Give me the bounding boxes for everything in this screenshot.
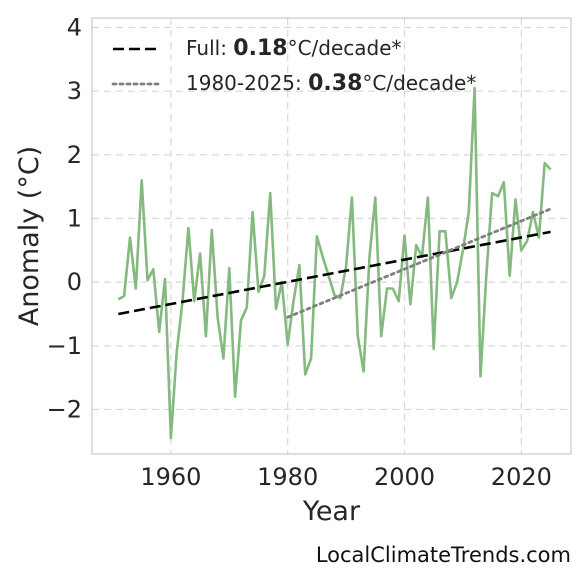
x-tick-label: 1980 [257, 463, 318, 491]
x-tick-label: 2020 [491, 463, 552, 491]
y-tick-label: 1 [67, 204, 82, 232]
legend: Full: 0.18°C/decade*1980-2025: 0.38°C/de… [111, 36, 476, 96]
source-credit[interactable]: LocalClimateTrends.com [315, 543, 571, 567]
y-tick-label: 3 [67, 77, 82, 105]
anomaly-series-line [117, 86, 552, 440]
legend-rate-value: 0.18 [233, 36, 287, 61]
legend-unit: °C/decade* [288, 36, 402, 60]
legend-entry-text: 1980-2025: 0.38°C/decade* [186, 71, 476, 96]
y-tick-label: 2 [67, 141, 82, 169]
x-tick-label: 2000 [374, 463, 435, 491]
full-trend-line [118, 230, 551, 316]
x-axis-title: Year [302, 496, 361, 527]
plot-frame [91, 17, 572, 455]
legend-prefix: 1980-2025: [186, 71, 308, 95]
recent-trend-line [286, 207, 552, 319]
legend-prefix: Full: [186, 36, 233, 60]
y-axis-title: Anomaly (°C) [14, 146, 45, 326]
legend-rate-value: 0.38 [308, 71, 362, 96]
legend-unit: °C/decade* [362, 71, 476, 95]
y-tick-label: −1 [47, 332, 82, 360]
y-tick-label: 4 [67, 14, 82, 42]
legend-entry-text: Full: 0.18°C/decade* [186, 36, 402, 61]
y-tick-label: −2 [47, 395, 82, 423]
y-tick-label: 0 [67, 268, 82, 296]
x-tick-label: 1960 [140, 463, 201, 491]
